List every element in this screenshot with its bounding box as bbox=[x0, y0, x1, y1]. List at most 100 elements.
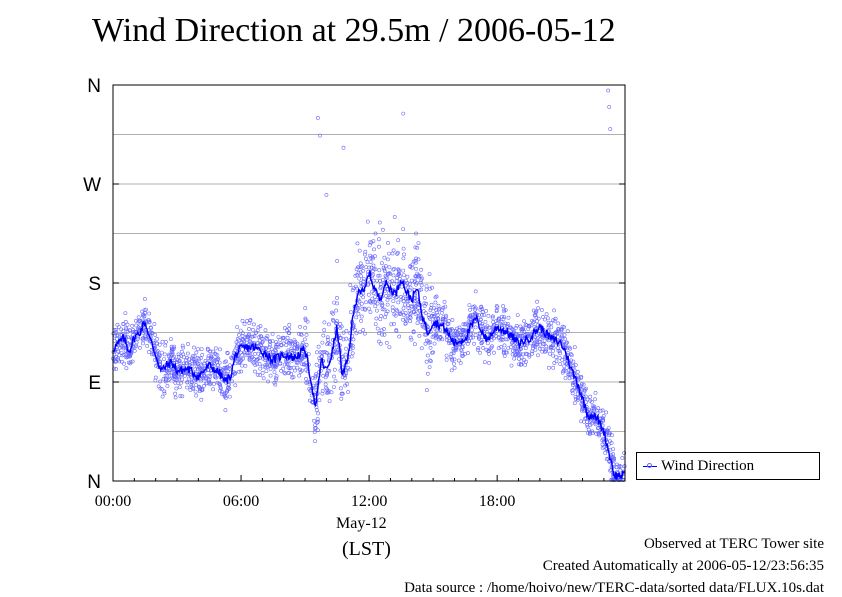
data-point bbox=[452, 365, 457, 370]
data-point bbox=[233, 383, 238, 388]
data-point bbox=[513, 353, 517, 358]
data-point bbox=[191, 357, 196, 362]
data-point bbox=[491, 336, 496, 341]
data-point bbox=[153, 378, 158, 383]
data-point bbox=[392, 266, 397, 271]
data-point bbox=[377, 331, 381, 336]
data-point bbox=[173, 391, 178, 396]
data-point bbox=[612, 458, 616, 463]
data-point bbox=[416, 273, 421, 278]
data-point bbox=[424, 388, 429, 393]
data-point bbox=[498, 338, 503, 343]
data-point bbox=[501, 317, 506, 321]
data-point bbox=[439, 310, 444, 315]
data-point bbox=[373, 295, 378, 300]
data-point bbox=[274, 377, 279, 382]
data-point bbox=[316, 344, 321, 349]
data-point bbox=[344, 336, 349, 341]
data-point bbox=[386, 241, 390, 245]
data-point bbox=[287, 331, 292, 336]
data-point bbox=[155, 336, 160, 341]
data-point bbox=[378, 286, 383, 291]
data-point bbox=[194, 393, 199, 398]
data-point bbox=[432, 313, 436, 318]
data-point bbox=[399, 297, 404, 302]
data-point bbox=[391, 248, 396, 253]
data-point bbox=[304, 342, 309, 347]
data-point bbox=[415, 321, 420, 326]
data-point bbox=[350, 346, 355, 351]
data-point bbox=[318, 133, 322, 138]
data-point bbox=[273, 382, 278, 387]
data-point bbox=[128, 360, 133, 365]
data-point bbox=[422, 301, 427, 306]
data-point bbox=[312, 430, 317, 434]
data-point bbox=[176, 375, 181, 379]
data-point bbox=[263, 328, 268, 333]
data-point bbox=[473, 289, 478, 294]
data-point bbox=[413, 245, 418, 250]
data-point bbox=[345, 382, 349, 387]
data-point bbox=[356, 270, 361, 275]
data-point bbox=[412, 342, 417, 347]
data-point bbox=[460, 333, 465, 338]
data-point bbox=[513, 326, 518, 330]
data-point bbox=[166, 370, 171, 375]
data-point bbox=[283, 326, 287, 331]
data-point bbox=[395, 250, 400, 255]
data-point bbox=[338, 386, 343, 391]
data-point bbox=[346, 366, 351, 370]
data-point bbox=[600, 438, 605, 443]
data-point bbox=[206, 367, 211, 372]
data-point bbox=[483, 327, 488, 332]
data-point bbox=[447, 341, 452, 346]
data-point bbox=[176, 381, 181, 386]
data-point bbox=[396, 267, 401, 272]
data-point bbox=[457, 325, 462, 330]
data-point bbox=[417, 273, 422, 278]
data-point bbox=[172, 354, 177, 359]
data-point bbox=[286, 348, 291, 353]
data-point bbox=[530, 351, 535, 356]
data-point bbox=[419, 346, 424, 351]
data-point bbox=[312, 426, 317, 431]
data-point bbox=[121, 322, 126, 327]
data-point bbox=[162, 357, 167, 362]
data-point bbox=[480, 310, 485, 315]
data-point bbox=[612, 456, 616, 461]
data-point bbox=[451, 332, 456, 337]
data-point bbox=[501, 348, 506, 353]
data-point bbox=[286, 362, 291, 366]
data-point bbox=[421, 309, 426, 314]
data-point bbox=[275, 362, 280, 367]
data-point bbox=[554, 355, 559, 360]
data-point bbox=[543, 317, 547, 322]
data-point bbox=[279, 368, 284, 373]
data-point bbox=[511, 348, 515, 353]
data-point bbox=[173, 395, 178, 400]
data-point bbox=[119, 327, 124, 332]
data-point bbox=[375, 301, 380, 306]
data-point bbox=[405, 281, 410, 285]
data-point bbox=[590, 429, 595, 434]
data-point bbox=[361, 277, 366, 282]
data-point bbox=[516, 352, 521, 357]
data-point bbox=[610, 433, 614, 438]
data-point bbox=[193, 367, 198, 372]
data-point bbox=[273, 348, 278, 353]
data-point bbox=[225, 388, 230, 393]
data-point bbox=[411, 330, 416, 335]
data-point bbox=[520, 335, 525, 340]
data-point bbox=[515, 333, 519, 338]
data-point bbox=[354, 315, 359, 320]
data-point bbox=[377, 244, 381, 249]
data-point bbox=[125, 322, 130, 327]
data-point bbox=[455, 330, 460, 335]
data-point bbox=[534, 315, 539, 320]
data-point bbox=[303, 316, 308, 321]
data-point bbox=[426, 313, 431, 318]
data-point bbox=[315, 116, 320, 120]
data-point bbox=[235, 325, 240, 330]
data-point bbox=[502, 323, 507, 328]
data-point bbox=[416, 241, 421, 246]
